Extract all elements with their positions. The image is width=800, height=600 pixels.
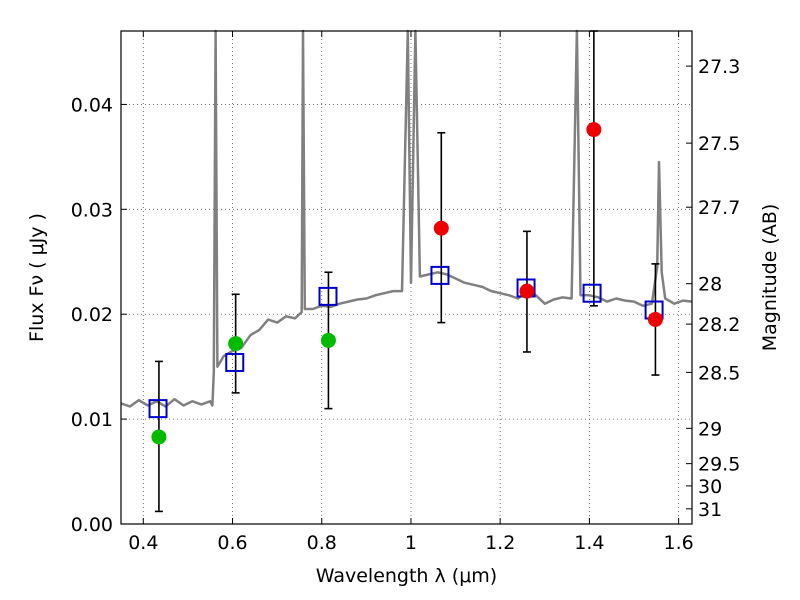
red-point-marker [586,122,602,138]
x-tick-label: 1.4 [574,532,604,554]
y2-tick-label: 27.3 [698,56,740,78]
x-tick-label: 1.2 [485,532,515,554]
spectrum-layer [120,29,693,408]
plot-frame [120,30,693,525]
x-tick-label: 1.6 [664,532,694,554]
y2-tick-label: 31 [698,499,722,521]
green-point-marker [320,332,336,348]
red-point-marker [647,311,663,327]
y2-tick-label: 30 [698,476,722,498]
y-axis-label: Flux Fν ( μJy ) [26,213,48,342]
y-tick-label: 0.02 [71,304,113,326]
y-tick-label: 0.01 [71,409,113,431]
y2-tick-label: 27.5 [698,133,740,155]
x-tick-label: 0.8 [307,532,337,554]
y-tick-label: 0.04 [71,94,113,116]
model-square-marker [318,286,338,306]
y2-tick-label: 28.2 [698,314,740,336]
green-point-marker [228,336,244,352]
marker-layer [148,122,664,445]
x-tick-label: 0.4 [128,532,158,554]
x-axis-label: Wavelength λ (μm) [316,565,497,587]
green-point-marker [151,429,167,445]
model-square-marker [225,352,245,372]
spectrum-line [120,29,693,408]
model-square-marker [430,265,450,285]
model-square-marker [582,283,602,303]
x-tick-label: 0.6 [217,532,247,554]
tick-layer: 0.4 0.6 0.8 1 1.2 1.4 1.6 0.00 0.01 0.02 0.03 0.04 2… [71,31,740,554]
red-point-marker [519,283,535,299]
y2-tick-label: 29.5 [698,454,740,476]
y2-tick-label: 27.7 [698,197,740,219]
y-tick-label: 0.00 [71,514,113,536]
red-point-marker [433,220,449,236]
y2-tick-label: 29 [698,418,722,440]
y-tick-label: 0.03 [71,199,113,221]
y2-tick-label: 28.5 [698,362,740,384]
x-tick-label: 1 [405,532,417,554]
model-square-marker [148,399,168,419]
y2-axis-label: Magnitude (AB) [759,204,781,352]
y2-tick-label: 28 [698,274,722,296]
